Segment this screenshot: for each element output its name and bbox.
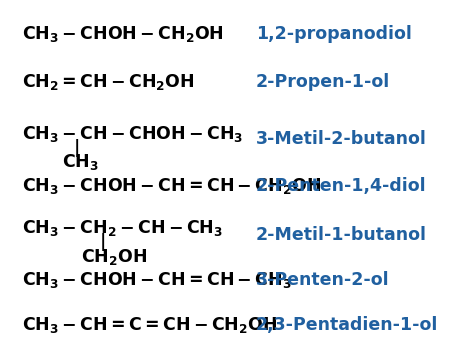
Text: $\mathbf{CH_3 - CHOH - CH = CH - CH_3}$: $\mathbf{CH_3 - CHOH - CH = CH - CH_3}$ — [22, 270, 292, 290]
Text: 2-Penten-1,4-diol: 2-Penten-1,4-diol — [255, 177, 426, 195]
Text: 2,3-Pentadien-1-ol: 2,3-Pentadien-1-ol — [255, 316, 438, 334]
Text: $\mathbf{|}$: $\mathbf{|}$ — [99, 231, 105, 253]
Text: $\mathbf{CH_3 - CHOH - CH = CH - CH_2OH}$: $\mathbf{CH_3 - CHOH - CH = CH - CH_2OH}… — [22, 176, 321, 196]
Text: $\mathbf{CH_3 - CH = C = CH - CH_2OH}$: $\mathbf{CH_3 - CH = C = CH - CH_2OH}$ — [22, 315, 277, 335]
Text: 3-Metil-2-butanol: 3-Metil-2-butanol — [255, 130, 427, 148]
Text: 1,2-propanodiol: 1,2-propanodiol — [255, 24, 411, 43]
Text: 2-Propen-1-ol: 2-Propen-1-ol — [255, 73, 390, 91]
Text: $\mathbf{CH_3 - CH_2 - CH - CH_3}$: $\mathbf{CH_3 - CH_2 - CH - CH_3}$ — [22, 218, 223, 238]
Text: $\mathbf{CH_2OH}$: $\mathbf{CH_2OH}$ — [82, 246, 147, 267]
Text: $\mathbf{|}$: $\mathbf{|}$ — [73, 137, 79, 159]
Text: 3-Penten-2-ol: 3-Penten-2-ol — [255, 271, 389, 289]
Text: 2-Metil-1-butanol: 2-Metil-1-butanol — [255, 226, 427, 244]
Text: $\mathbf{CH_3 - CHOH - CH_2OH}$: $\mathbf{CH_3 - CHOH - CH_2OH}$ — [22, 24, 224, 44]
Text: $\mathbf{CH_3}$: $\mathbf{CH_3}$ — [62, 152, 99, 172]
Text: $\mathbf{CH_2 = CH - CH_2OH}$: $\mathbf{CH_2 = CH - CH_2OH}$ — [22, 72, 194, 92]
Text: $\mathbf{CH_3 - CH - CHOH - CH_3}$: $\mathbf{CH_3 - CH - CHOH - CH_3}$ — [22, 124, 243, 144]
